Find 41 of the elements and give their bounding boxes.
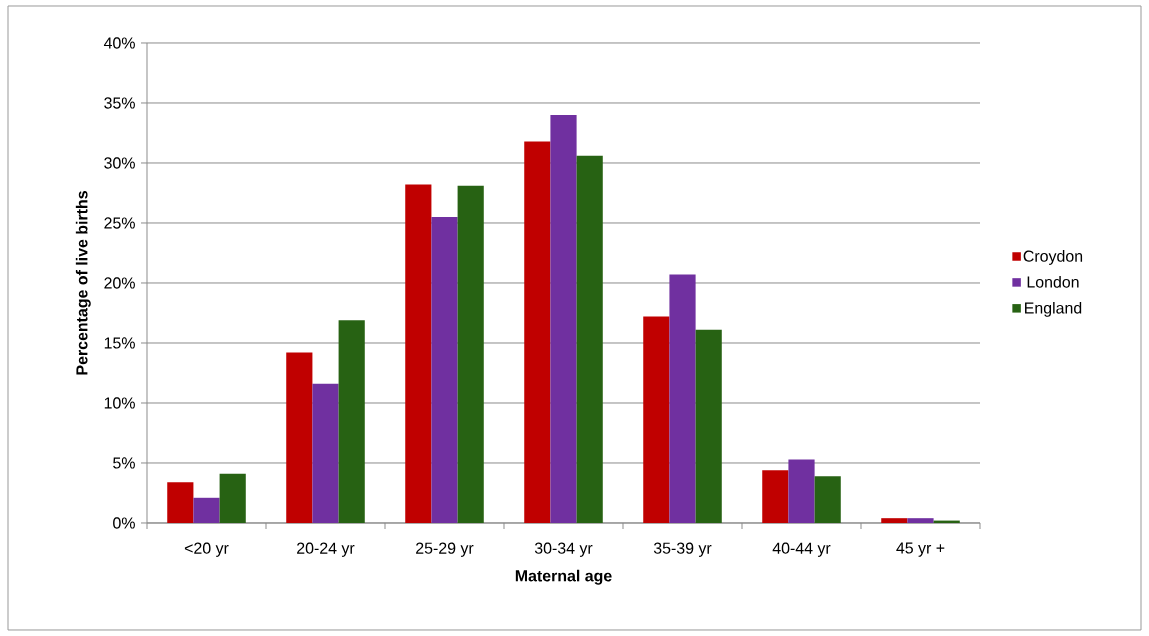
bar <box>669 274 696 523</box>
legend-label: England <box>1025 301 1082 317</box>
y-tick-label: 5% <box>113 457 135 469</box>
x-tick-label: 40-44 yr <box>772 542 831 557</box>
y-tick-label: 0% <box>113 517 135 529</box>
y-tick-label: 20% <box>104 277 135 289</box>
bar <box>695 329 722 523</box>
y-tick-label: 40% <box>103 37 135 49</box>
bar <box>814 476 841 523</box>
x-tick-label: <20 yr <box>184 542 229 557</box>
legend-label: London <box>1027 276 1079 288</box>
x-axis-title: Maternal age <box>515 569 612 585</box>
bar <box>286 352 313 523</box>
legend-label: Croydon <box>1023 250 1083 265</box>
x-tick-label: 25-29 yr <box>416 542 474 557</box>
y-tick-label: 15% <box>104 337 135 349</box>
bar <box>907 518 934 523</box>
y-axis-title: Percentage of live births <box>75 191 91 375</box>
bar <box>405 184 432 523</box>
y-tick-label: 30% <box>104 157 135 169</box>
bar <box>524 141 551 523</box>
bar <box>167 482 194 523</box>
y-tick-label: 35% <box>104 97 135 109</box>
bar <box>312 383 339 523</box>
bar <box>338 320 365 523</box>
x-tick-label: 45 yr + <box>896 542 945 557</box>
x-tick-label: 20-24 yr <box>297 542 355 557</box>
bar <box>881 518 908 523</box>
bar <box>193 497 220 523</box>
bar <box>643 316 670 523</box>
bar <box>457 185 484 523</box>
bar <box>576 155 603 523</box>
bar <box>550 114 577 523</box>
bar <box>788 459 815 523</box>
bar <box>219 473 246 523</box>
y-tick-label: 25% <box>104 217 135 229</box>
y-tick-label: 10% <box>104 397 135 409</box>
x-tick-label: 35-39 yr <box>653 542 712 557</box>
x-tick-label: 30-34 yr <box>534 542 593 557</box>
bar <box>431 216 458 523</box>
bar <box>762 470 789 523</box>
